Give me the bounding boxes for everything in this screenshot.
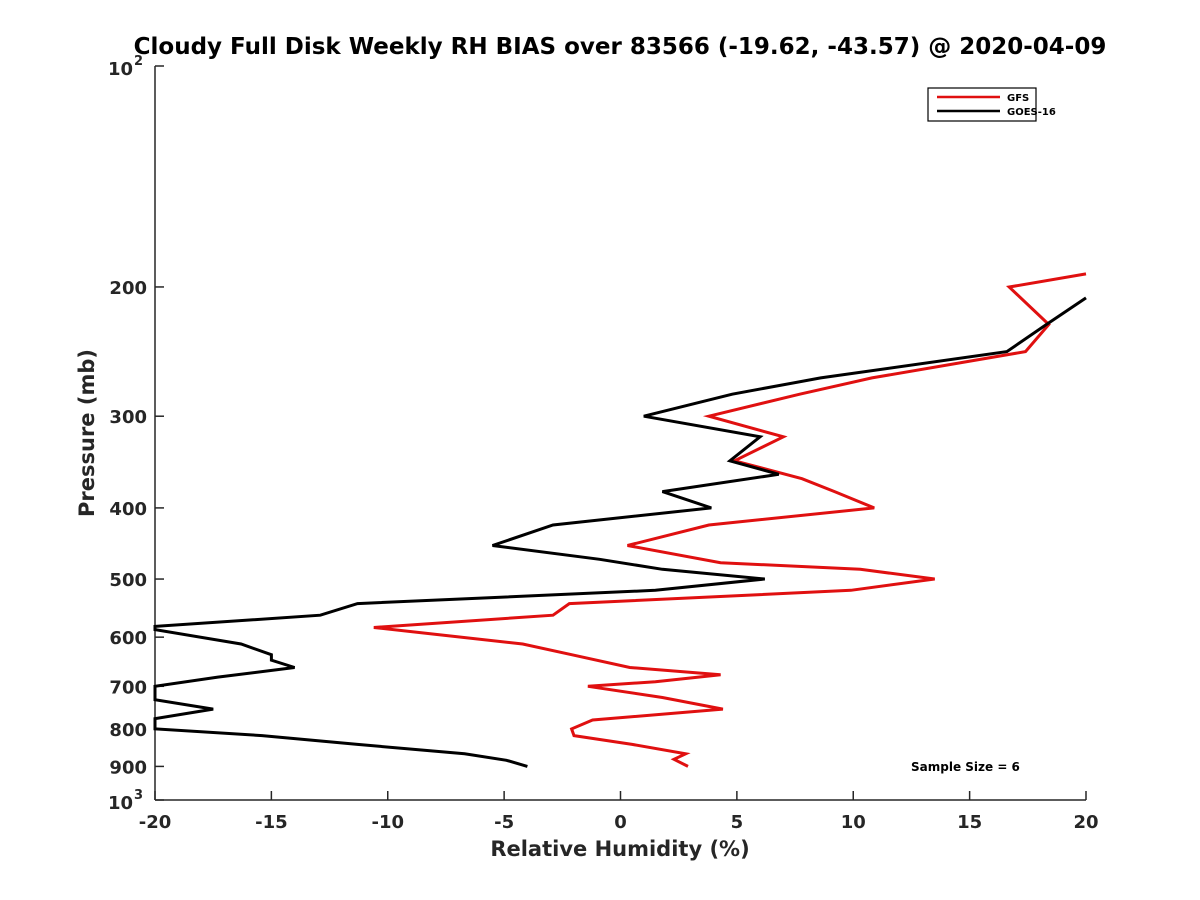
y-tick-label-exponent: 2 [134, 54, 143, 69]
y-tick-label: 700 [109, 677, 147, 698]
y-tick-label: 900 [109, 757, 147, 778]
x-tick-label: -15 [255, 812, 288, 833]
y-tick-label: 500 [109, 570, 147, 591]
x-tick-label: -20 [139, 812, 172, 833]
x-tick-label: -5 [494, 812, 514, 833]
x-tick-label: 10 [841, 812, 866, 833]
series-line-gfs [373, 272, 1087, 768]
y-tick-label: 10 [108, 59, 133, 80]
x-tick-label: 0 [614, 812, 627, 833]
y-tick-label: 600 [109, 628, 147, 649]
y-tick-label: 400 [109, 499, 147, 520]
series-layer [153, 272, 1087, 768]
series-line-goes16 [153, 296, 1087, 768]
x-tick-label: -10 [371, 812, 404, 833]
x-axis-ticks: -20 -15 -10 -5 0 5 10 15 20 [139, 791, 1099, 833]
x-tick-label: 5 [731, 812, 744, 833]
legend-label-goes16: GOES-16 [1007, 107, 1056, 118]
y-axis-label: Pressure (mb) [75, 349, 99, 517]
sample-size-annotation: Sample Size = 6 [911, 760, 1020, 774]
y-tick-label: 200 [109, 278, 147, 299]
legend: GFS GOES-16 [927, 87, 1056, 122]
y-tick-label: 800 [109, 720, 147, 741]
x-axis-label: Relative Humidity (%) [490, 837, 749, 861]
x-tick-label: 15 [957, 812, 982, 833]
legend-box [927, 87, 1037, 122]
legend-label-gfs: GFS [1007, 93, 1029, 104]
y-tick-label: 300 [109, 407, 147, 428]
chart-title: Cloudy Full Disk Weekly RH BIAS over 835… [134, 34, 1107, 60]
x-tick-label: 20 [1073, 812, 1098, 833]
y-tick-label-exponent: 3 [134, 788, 143, 803]
y-tick-label: 10 [108, 793, 133, 814]
